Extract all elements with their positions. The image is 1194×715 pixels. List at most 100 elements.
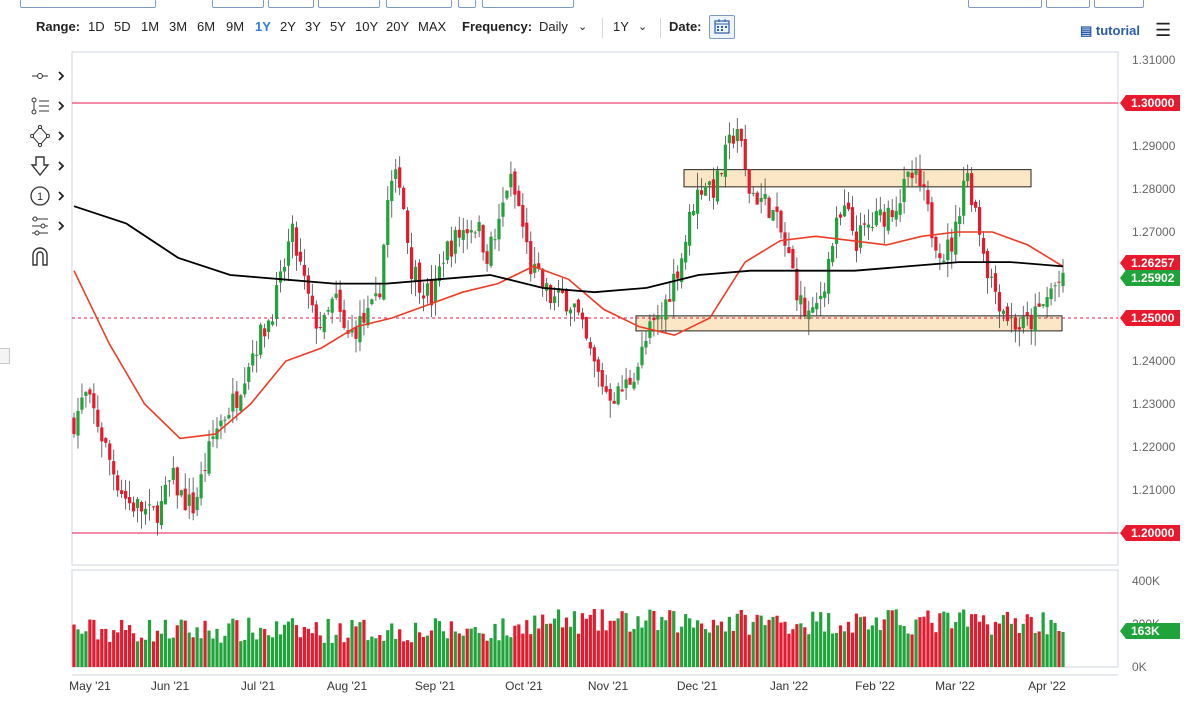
volume-bar: [549, 623, 553, 667]
candle: [549, 285, 553, 304]
volume-bar: [1045, 634, 1049, 667]
top-button-3[interactable]: [318, 0, 380, 8]
volume-bar: [1009, 623, 1013, 667]
candle: [1009, 317, 1013, 319]
volume-bar: [608, 620, 612, 667]
candle: [759, 197, 763, 202]
volume-bar: [842, 631, 847, 667]
candle: [624, 379, 628, 389]
candle: [159, 501, 163, 526]
volume-bar: [914, 619, 918, 667]
range-button-max[interactable]: MAX: [418, 19, 447, 34]
arrow-tool-icon[interactable]: [28, 154, 68, 178]
top-input-stub[interactable]: [20, 0, 156, 8]
x-tick-label: Jun '21: [151, 679, 190, 693]
y-tick-label: 1.29000: [1132, 139, 1176, 153]
candle: [167, 480, 171, 482]
range-button-2y[interactable]: 2Y: [280, 19, 296, 34]
candle: [735, 129, 739, 142]
top-button-7[interactable]: [968, 0, 1042, 8]
range-button-9m[interactable]: 9M: [226, 19, 245, 34]
volume-bar: [807, 634, 811, 667]
fib-levels-tool-icon[interactable]: [28, 94, 68, 118]
crosshair-tool-icon[interactable]: [28, 64, 68, 88]
top-button-5[interactable]: [458, 0, 476, 8]
frequency-select[interactable]: Daily: [539, 19, 568, 34]
top-button-6[interactable]: [482, 0, 574, 8]
volume-bar: [76, 629, 80, 667]
volume-bar: [564, 617, 569, 667]
volume-bar: [835, 632, 839, 667]
candle: [838, 214, 843, 218]
annotation-number-tool-icon[interactable]: 1: [28, 184, 68, 208]
volume-bar: [838, 625, 843, 667]
volume-bar: [906, 633, 910, 667]
calendar-icon[interactable]: [709, 15, 735, 39]
volume-bar: [445, 638, 449, 667]
top-button-2[interactable]: [268, 0, 314, 8]
candle: [354, 327, 358, 339]
candle: [124, 490, 128, 499]
top-button-4[interactable]: [386, 0, 452, 8]
range-button-3m[interactable]: 3M: [169, 19, 188, 34]
volume-bar: [1049, 619, 1053, 667]
x-tick-label: Jan '22: [770, 679, 809, 693]
range-button-5d[interactable]: 5D: [114, 19, 131, 34]
volume-bar: [1041, 612, 1045, 667]
range-button-3y[interactable]: 3Y: [305, 19, 321, 34]
range-button-1m[interactable]: 1M: [141, 19, 160, 34]
candle: [1053, 285, 1057, 287]
date-label: Date:: [669, 19, 702, 34]
hamburger-menu-icon[interactable]: ☰: [1155, 20, 1172, 40]
range-button-10y[interactable]: 10Y: [355, 19, 379, 34]
shapes-tool-icon[interactable]: [28, 124, 68, 148]
candle: [529, 241, 533, 275]
y-tick-label: 1.24000: [1132, 354, 1176, 368]
candle: [227, 415, 231, 419]
range-button-1y[interactable]: 1Y: [255, 19, 271, 34]
top-button-1[interactable]: [212, 0, 264, 8]
volume-bar: [684, 614, 688, 667]
volume-bar: [731, 630, 735, 667]
candle: [382, 244, 386, 300]
tutorial-label: tutorial: [1095, 23, 1140, 38]
x-tick-label: Mar '22: [935, 679, 975, 693]
volume-bar: [556, 609, 561, 667]
volume-bar: [195, 627, 199, 667]
range-button-5y[interactable]: 5Y: [330, 19, 346, 34]
volume-bar: [541, 614, 545, 667]
candle: [187, 494, 191, 506]
tutorial-link[interactable]: ▤ tutorial: [1080, 23, 1140, 39]
candle: [584, 316, 588, 339]
candle: [171, 467, 175, 480]
chevron-down-icon[interactable]: ⌄: [638, 21, 648, 33]
candle: [199, 474, 203, 499]
volume-bar: [537, 628, 541, 667]
period-select[interactable]: 1Y: [613, 19, 629, 34]
volume-bar: [346, 637, 350, 667]
chevron-down-icon[interactable]: ⌄: [578, 21, 588, 33]
volume-bar: [469, 628, 473, 667]
candle: [1057, 281, 1061, 283]
top-button-9[interactable]: [1094, 0, 1144, 8]
volume-bar: [1029, 617, 1033, 667]
left-collapse-handle[interactable]: [0, 348, 10, 364]
range-button-20y[interactable]: 20Y: [386, 19, 410, 34]
candle: [878, 209, 882, 216]
candle: [775, 206, 779, 212]
candle: [386, 200, 390, 245]
volume-bar: [112, 630, 116, 667]
indicators-tool-icon[interactable]: [28, 214, 68, 238]
candle: [318, 327, 322, 329]
range-button-6m[interactable]: 6M: [197, 19, 216, 34]
candle: [612, 400, 616, 404]
price-marker-bg: [1120, 270, 1180, 286]
candle: [747, 169, 751, 194]
top-button-8[interactable]: [1046, 0, 1090, 8]
ma200-line: [73, 205, 1064, 294]
volume-bar: [497, 640, 501, 667]
range-button-1d[interactable]: 1D: [88, 19, 105, 34]
magnet-tool-icon[interactable]: [28, 244, 68, 268]
